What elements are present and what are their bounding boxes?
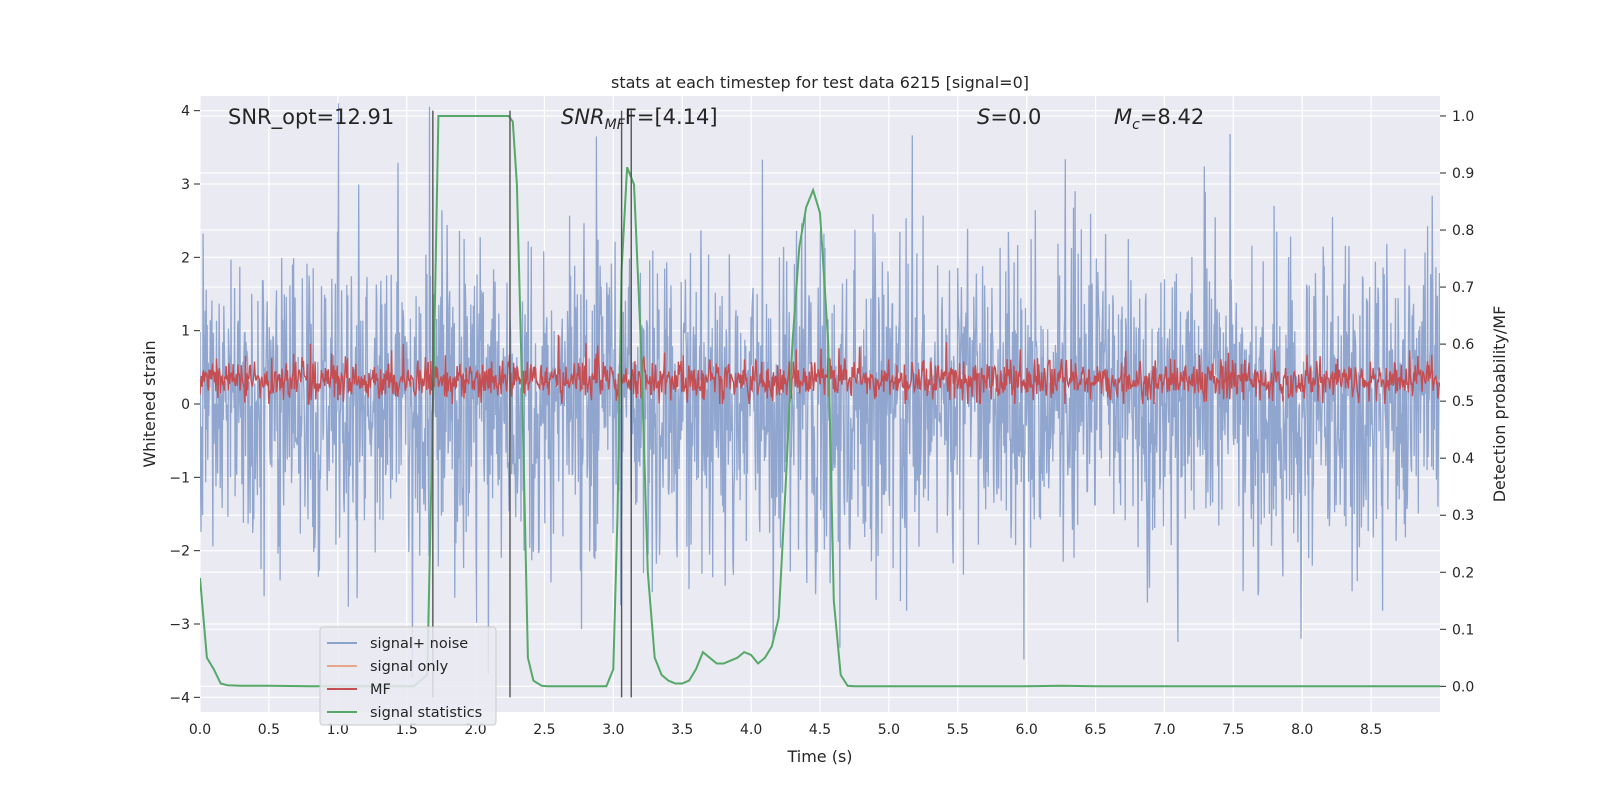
vertical-lines [432,110,632,698]
y2-tick-label: 0.6 [1452,337,1474,353]
snr-mf-annotation: SNRMFF=[4.14] [561,105,718,133]
legend-label: signal+ noise [370,636,468,652]
mc-main: M [1114,105,1132,129]
legend-box [319,626,497,726]
snr-mf-value: F=[4.14] [625,105,718,129]
y2-tick-label: 0.5 [1452,394,1474,410]
s-value: =0.0 [990,105,1041,129]
y2-tick-label: 0.2 [1452,565,1474,581]
x-tick-label: 4.5 [809,722,831,738]
legend-label: signal statistics [370,705,482,721]
signal-statistics-line [200,115,1440,688]
mc-sub: c [1132,117,1140,133]
x-tick-label: 2.0 [464,722,486,738]
right-axis-label: Detection probability/MF [1490,306,1509,503]
snr-opt-annotation: SNR_opt=12.91 [228,105,394,130]
y-axis-ticks: 4 3 2 1 0 −1 −2 −3 −4 [169,104,200,706]
y-tick-label: −1 [169,470,190,486]
x-tick-label: 2.5 [533,722,555,738]
x-tick-label: 0.5 [258,722,280,738]
series-layer [200,103,1440,688]
legend: signal+ noise signal only MF signal statist… [319,626,497,726]
x-tick-label: 1.0 [327,722,349,738]
y-tick-label: −4 [169,690,190,706]
legend-label: signal only [370,659,449,675]
x-tick-label: 3.5 [671,722,693,738]
x-tick-label: 1.5 [396,722,418,738]
y-tick-label: 0 [181,397,190,413]
s-main: S [977,105,990,129]
s-annotation: S=0.0 [977,105,1041,129]
x-tick-label: 8.5 [1360,722,1382,738]
y2-tick-label: 0.0 [1452,679,1474,695]
x-tick-label: 0.0 [189,722,211,738]
y-tick-label: −2 [169,544,190,560]
y2-tick-label: 0.1 [1452,622,1474,638]
y-tick-label: 2 [181,250,190,266]
mc-value: =8.42 [1140,105,1204,129]
plot-area [199,96,1440,712]
y-tick-label: 3 [181,177,190,193]
y-axis-label: Whitened strain [140,340,159,467]
y2-tick-label: 0.3 [1452,508,1474,524]
y2-tick-label: 0.7 [1452,280,1474,296]
mc-annotation: Mc=8.42 [1114,105,1204,133]
signal-noise-line [200,103,1440,678]
y-tick-label: 4 [181,104,190,120]
y2-tick-label: 0.8 [1452,223,1474,239]
x-tick-label: 8.0 [1291,722,1313,738]
y-tick-label: −3 [169,617,190,633]
x-tick-label: 4.0 [740,722,762,738]
snr-mf-sub: MF [605,117,626,133]
x-tick-label: 6.0 [1016,722,1038,738]
chart-title: stats at each timestep for test data 621… [611,73,1029,92]
y2-tick-label: 1.0 [1452,109,1474,125]
mf-line [200,334,1440,405]
x-axis-ticks: 0.0 0.5 1.0 1.5 2.0 2.5 3.0 3.5 4.0 4.5 5.0 5.5 6.0 6… [189,722,1382,738]
snr-mf-main: SNR [561,105,605,129]
x-tick-label: 7.0 [1153,722,1175,738]
x-tick-label: 5.0 [878,722,900,738]
x-tick-label: 7.5 [1222,722,1244,738]
annotations: SNR_opt=12.91 SNRMFF=[4.14] S=0.0 Mc=8.4… [228,105,1204,133]
y-tick-label: 1 [181,324,190,340]
legend-label: MF [370,682,391,698]
y2-tick-label: 0.4 [1452,451,1474,467]
x-tick-label: 5.5 [947,722,969,738]
right-axis-ticks: 1.0 0.9 0.8 0.7 0.6 0.5 0.4 0.3 0.2 0.1 0.0 [1440,109,1474,695]
x-tick-label: 3.0 [602,722,624,738]
x-axis-label: Time (s) [786,747,852,766]
y2-tick-label: 0.9 [1452,166,1474,182]
x-tick-label: 6.5 [1084,722,1106,738]
